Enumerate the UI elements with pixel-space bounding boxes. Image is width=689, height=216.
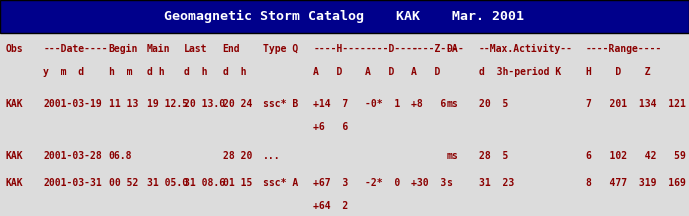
Text: KAK: KAK xyxy=(6,151,23,160)
Text: Begin: Begin xyxy=(109,44,138,54)
Text: --Max.Activity--: --Max.Activity-- xyxy=(479,44,573,54)
Text: DA: DA xyxy=(446,44,458,54)
Text: End: End xyxy=(223,44,240,54)
Text: 01 15: 01 15 xyxy=(223,178,252,187)
Text: KAK: KAK xyxy=(6,178,23,187)
Text: KAK: KAK xyxy=(6,99,23,109)
Text: H    D    Z: H D Z xyxy=(586,67,650,77)
Text: 7   201  134  121: 7 201 134 121 xyxy=(586,99,686,109)
Text: ----Range----: ----Range---- xyxy=(586,44,662,54)
Text: 31 08.6: 31 08.6 xyxy=(184,178,225,187)
Text: 28  5: 28 5 xyxy=(479,151,508,160)
Text: Main: Main xyxy=(147,44,170,54)
Text: d  h: d h xyxy=(184,67,207,77)
Text: 8   477  319  169: 8 477 319 169 xyxy=(586,178,686,187)
Text: 19 12.5: 19 12.5 xyxy=(147,99,188,109)
Text: 2001-03-31: 2001-03-31 xyxy=(43,178,102,187)
Text: ---Date----: ---Date---- xyxy=(43,44,108,54)
Text: ----Z----: ----Z---- xyxy=(411,44,464,54)
Text: 2001-03-19: 2001-03-19 xyxy=(43,99,102,109)
Text: A   D: A D xyxy=(411,67,441,77)
Text: -0*  1: -0* 1 xyxy=(365,99,400,109)
Text: Geomagnetic Storm Catalog    KAK    Mar. 2001: Geomagnetic Storm Catalog KAK Mar. 2001 xyxy=(165,10,524,23)
Text: -2*  0: -2* 0 xyxy=(365,178,400,187)
Text: d  h: d h xyxy=(223,67,246,77)
Text: +64  2: +64 2 xyxy=(313,201,349,211)
Text: 00 52: 00 52 xyxy=(109,178,138,187)
Text: Type Q: Type Q xyxy=(263,44,298,54)
Text: ...: ... xyxy=(263,151,281,160)
Text: s: s xyxy=(446,178,453,187)
Text: ssc* A: ssc* A xyxy=(263,178,298,187)
Text: ----D----: ----D---- xyxy=(365,44,418,54)
FancyBboxPatch shape xyxy=(0,0,689,33)
Text: 11 13: 11 13 xyxy=(109,99,138,109)
Text: h  m: h m xyxy=(109,67,132,77)
Text: 31  23: 31 23 xyxy=(479,178,514,187)
Text: Last: Last xyxy=(184,44,207,54)
Text: d  3h-period K: d 3h-period K xyxy=(479,67,561,77)
Text: 2001-03-28: 2001-03-28 xyxy=(43,151,102,160)
Text: 20 13.0: 20 13.0 xyxy=(184,99,225,109)
Text: +6   6: +6 6 xyxy=(313,122,349,132)
Text: ----H----: ----H---- xyxy=(313,44,367,54)
Text: ssc* B: ssc* B xyxy=(263,99,298,109)
Text: A   D: A D xyxy=(365,67,395,77)
Text: 28 20: 28 20 xyxy=(223,151,252,160)
Text: 6   102   42   59: 6 102 42 59 xyxy=(586,151,686,160)
Text: ms: ms xyxy=(446,151,458,160)
Text: +14  7: +14 7 xyxy=(313,99,349,109)
Text: 20 24: 20 24 xyxy=(223,99,252,109)
Text: 31 05.0: 31 05.0 xyxy=(147,178,188,187)
Text: Obs: Obs xyxy=(6,44,23,54)
Text: ms: ms xyxy=(446,99,458,109)
Text: 20  5: 20 5 xyxy=(479,99,508,109)
Text: +30  3: +30 3 xyxy=(411,178,446,187)
Text: A   D: A D xyxy=(313,67,343,77)
Text: d h: d h xyxy=(147,67,165,77)
Text: 06.8: 06.8 xyxy=(109,151,132,160)
Text: +8   6: +8 6 xyxy=(411,99,446,109)
Text: y  m  d: y m d xyxy=(43,67,85,77)
Text: +67  3: +67 3 xyxy=(313,178,349,187)
